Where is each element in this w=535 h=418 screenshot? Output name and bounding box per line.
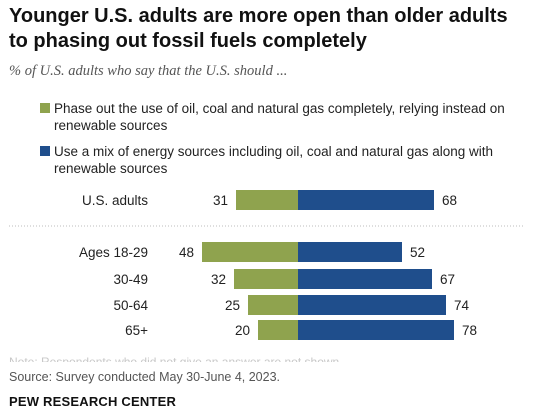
bar-phase-out (236, 190, 298, 210)
data-label-mix: 52 (410, 245, 425, 260)
bar-mix (298, 320, 454, 340)
bar-mix (298, 242, 402, 262)
legend-swatch-green (40, 103, 50, 113)
legend-label: Phase out the use of oil, coal and natur… (54, 101, 505, 133)
footer-note: Note: Respondents who did not give an an… (9, 356, 343, 362)
data-label-mix: 78 (462, 323, 477, 338)
bar-mix (298, 190, 434, 210)
data-label-phase-out: 48 (179, 245, 194, 260)
legend-label: Use a mix of energy sources including oi… (54, 144, 493, 176)
data-label-phase-out: 20 (235, 323, 250, 338)
bar-phase-out (248, 295, 298, 315)
bar-phase-out (202, 242, 298, 262)
data-label-phase-out: 32 (211, 272, 226, 287)
bar-mix (298, 269, 432, 289)
category-label: Ages 18-29 (79, 245, 148, 260)
bar-phase-out (258, 320, 298, 340)
category-label: 50-64 (113, 298, 148, 313)
data-label-mix: 67 (440, 272, 455, 287)
pew-logo: PEW RESEARCH CENTER (9, 394, 177, 409)
bar-phase-out (234, 269, 298, 289)
category-label: U.S. adults (82, 193, 148, 208)
category-label: 30-49 (113, 272, 148, 287)
data-label-mix: 68 (442, 193, 457, 208)
data-label-mix: 74 (454, 298, 470, 313)
data-label-phase-out: 25 (225, 298, 240, 313)
source-note: Source: Survey conducted May 30-June 4, … (9, 370, 280, 384)
data-label-phase-out: 31 (213, 193, 228, 208)
legend-swatch-blue (40, 146, 50, 156)
chart-subtitle: % of U.S. adults who say that the U.S. s… (9, 63, 288, 79)
chart-title: Younger U.S. adults are more open than o… (9, 5, 508, 52)
bar-mix (298, 295, 446, 315)
category-label: 65+ (125, 323, 148, 338)
